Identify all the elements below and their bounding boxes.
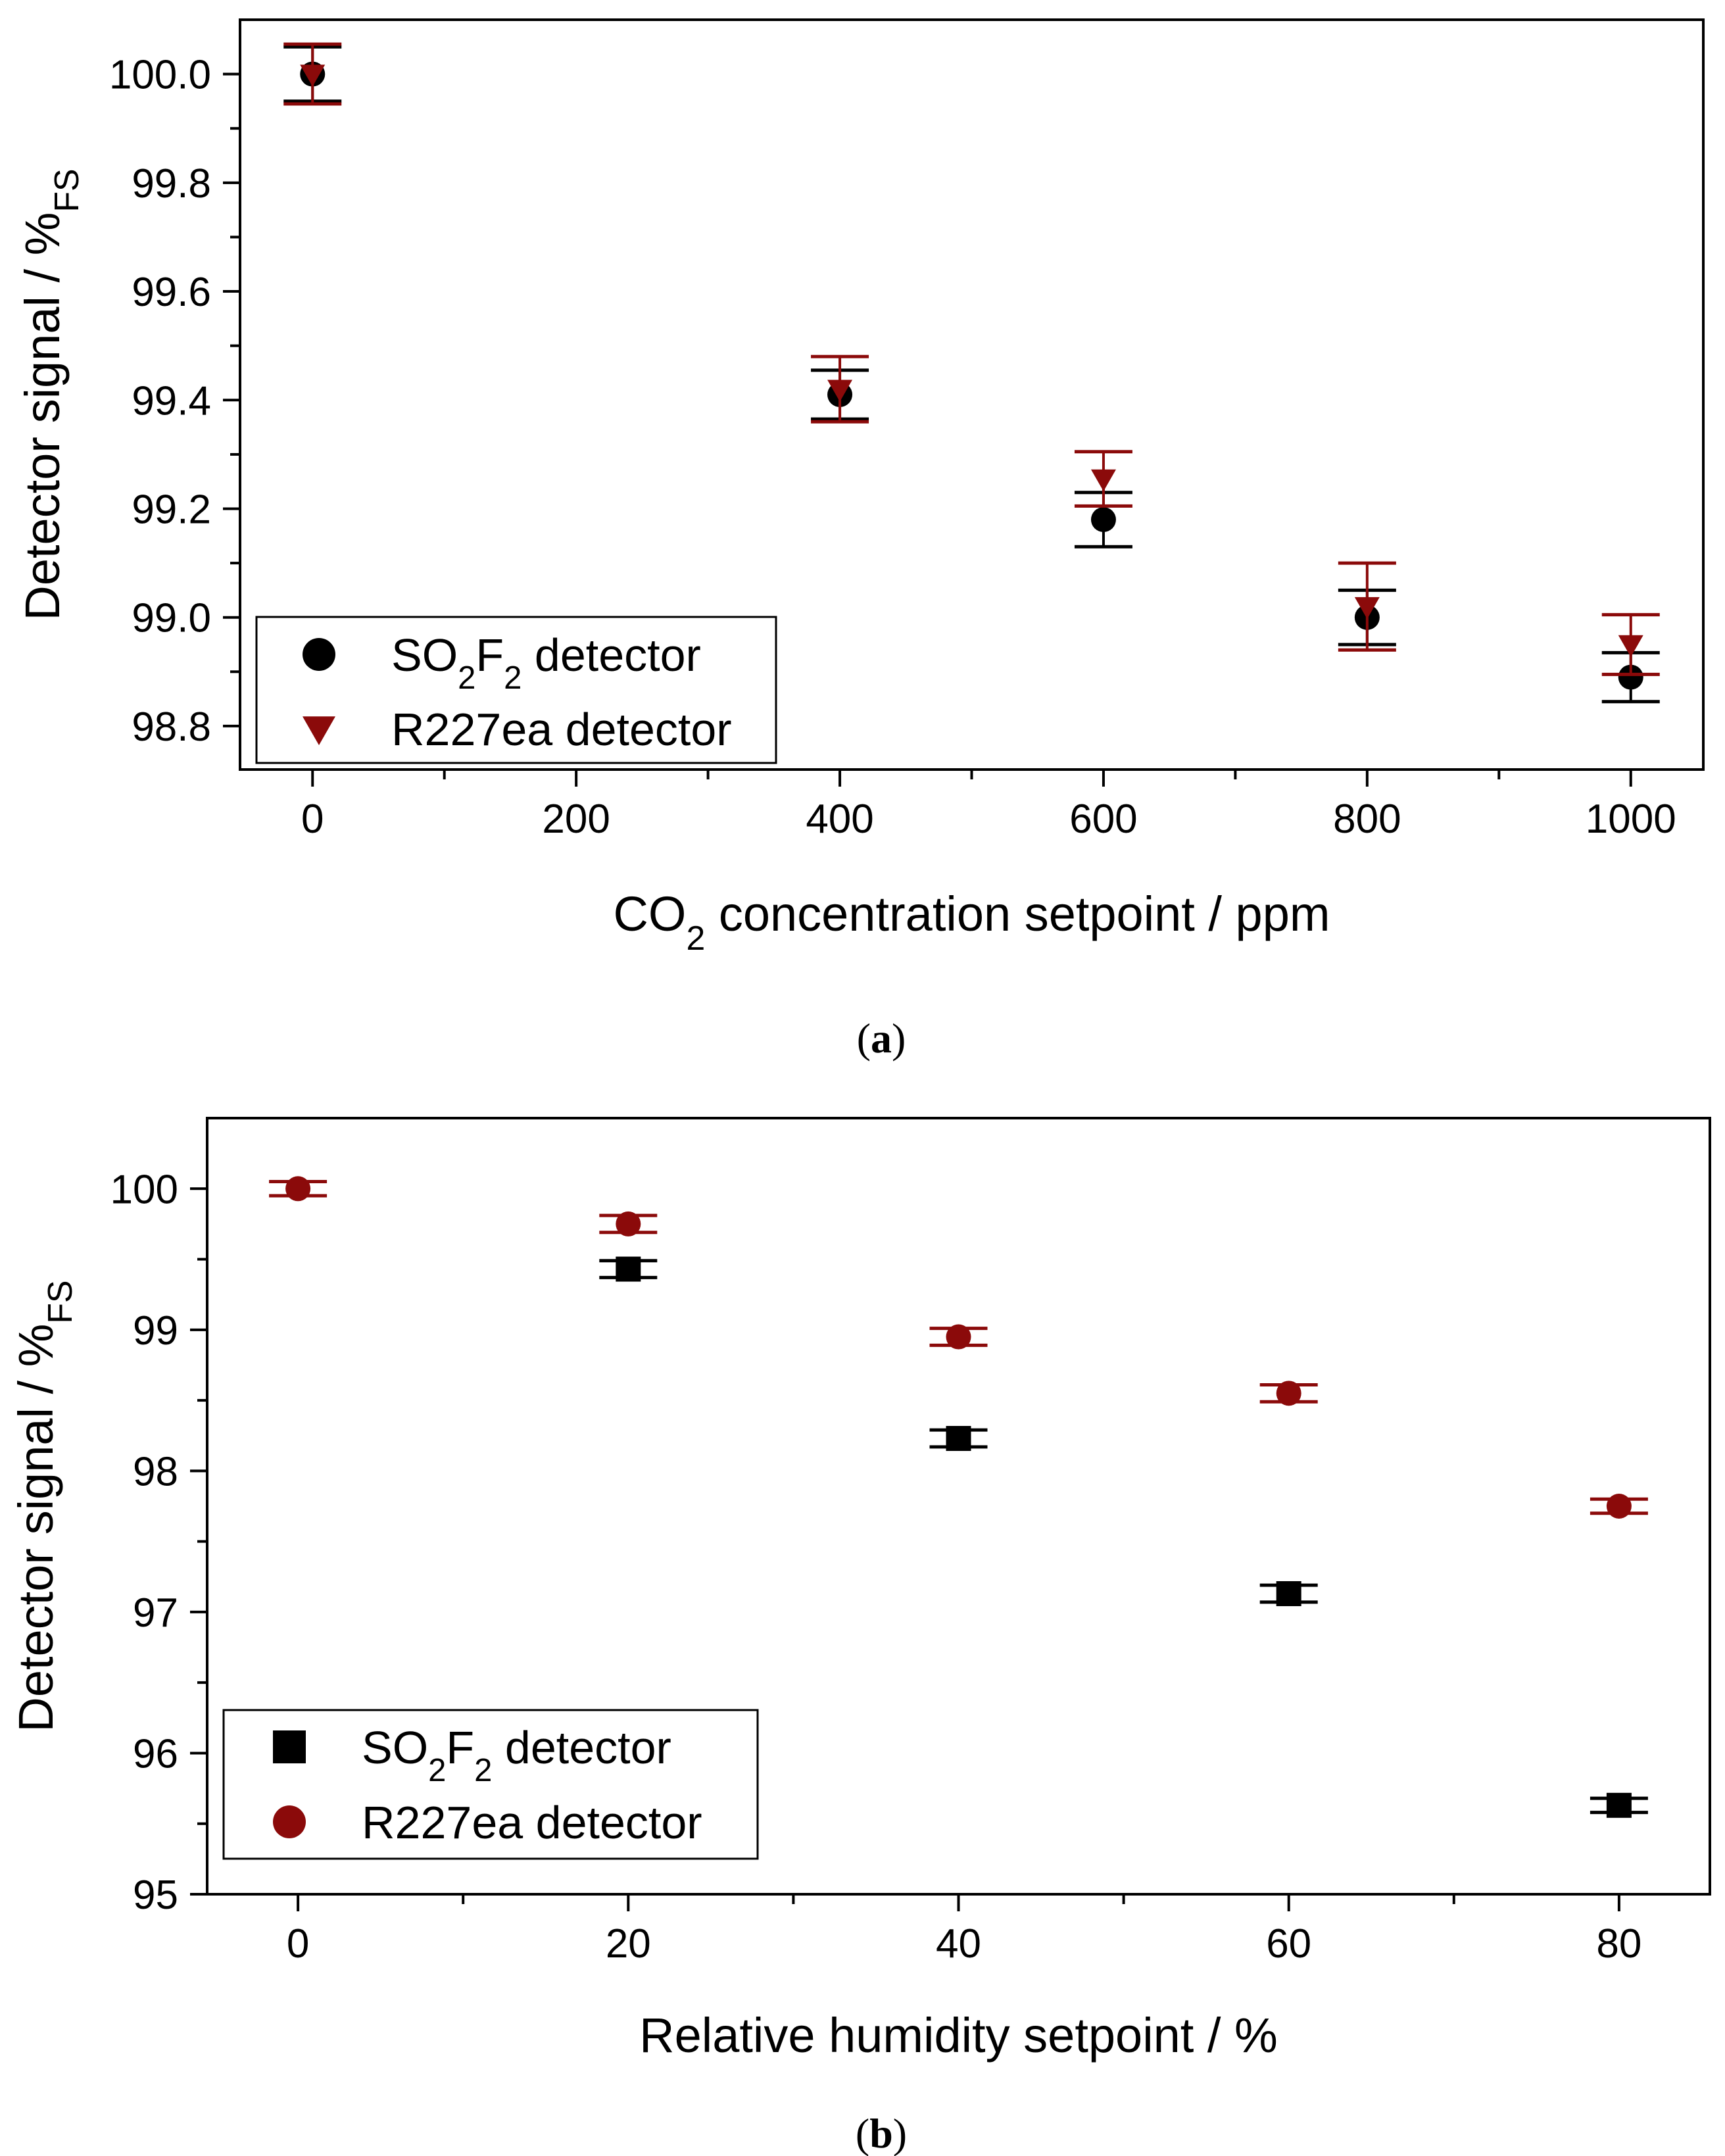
data-point [946,1426,971,1452]
legend-label-part: 2 [428,1753,446,1788]
y-axis-title: Detector signal / %FS [15,168,85,620]
data-point [1090,507,1116,532]
y-axis-title-part: Detector signal / % [9,1324,63,1732]
y-tick-label: 100 [110,1167,178,1212]
legend-label: R227ea detector [362,1797,702,1848]
series-0 [599,1256,1648,1818]
series-1 [269,1176,1648,1519]
caption-paren: ) [892,1015,906,1062]
x-axis-title-part: CO [613,887,686,941]
data-point [827,380,853,402]
x-axis-title: Relative humidity setpoint / % [639,2008,1278,2063]
data-point [616,1211,641,1237]
x-axis-title: CO2 concentration setpoint / ppm [613,887,1330,957]
y-tick-label: 99.0 [132,596,211,641]
y-tick-label: 100.0 [109,53,211,98]
y-tick-label: 99.6 [132,270,211,315]
y-axis-title-part: FS [47,168,85,212]
legend-marker [303,716,335,745]
y-tick-label: 98.8 [132,704,211,750]
x-tick-label: 60 [1266,1921,1311,1967]
data-point [1618,635,1643,657]
legend-label-part: detector [522,629,700,681]
chart-panel-a: 0 200 400 600 800 1000 98.8 99.0 99.2 99.4 99.6 99.… [15,18,1705,1062]
legend-label-part: SO [362,1722,428,1773]
caption-paren: ( [856,2110,869,2156]
caption-paren: ) [893,2110,907,2156]
y-axis-title: Detector signal / %FS [9,1280,79,1732]
y-tick-label: 95 [133,1873,178,1918]
chart-panel-b: 0 20 40 60 80 95 96 97 98 99 100 Relative humidity … [9,1117,1711,2156]
x-tick-label: 800 [1333,796,1401,842]
legend-label: R227ea detector [391,704,732,755]
y-tick-label: 99.4 [132,378,211,424]
legend-label-part: F [475,629,504,681]
data-point [1276,1381,1301,1406]
legend-label: SO2F2 detector [391,629,701,696]
legend-label-part: 2 [504,660,522,696]
panel-caption: (a) [857,1015,906,1062]
legend-label-part: R227ea detector [391,704,732,755]
data-point [300,64,326,87]
data-point [1606,1494,1632,1519]
data-point [616,1256,641,1282]
data-point [946,1324,971,1350]
legend-box [255,616,777,764]
x-tick-label: 600 [1069,796,1137,842]
legend-marker [303,638,335,671]
caption-paren: ( [857,1015,871,1062]
y-axis-title-part: Detector signal / % [15,212,70,621]
legend-label-part: 2 [458,660,475,696]
legend-marker [273,1730,306,1763]
y-tick-label: 99.2 [132,487,211,532]
x-tick-label: 0 [301,796,324,842]
x-tick-label: 0 [287,1921,309,1967]
y-tick-label: 96 [133,1731,178,1776]
x-axis-title-part: 2 [686,919,705,957]
x-tick-label: 40 [936,1921,981,1967]
legend-label-part: 2 [474,1753,492,1788]
data-point [285,1176,311,1202]
x-tick-label: 20 [606,1921,651,1967]
data-point [1090,469,1116,492]
y-tick-label: 99.8 [132,161,211,207]
legend-marker [273,1805,306,1838]
x-tick-label: 200 [542,796,610,842]
legend-label: SO2F2 detector [362,1722,671,1788]
legend-label-part: R227ea detector [362,1797,702,1848]
caption-letter: b [869,2110,893,2156]
x-axis-title-part: Relative humidity setpoint / % [639,2008,1278,2063]
legend-box [222,1709,759,1860]
y-axis-title-part: FS [41,1280,79,1323]
y-tick-label: 98 [133,1449,178,1494]
data-point [1354,597,1380,620]
data-point [1606,1792,1632,1818]
panel-caption: (b) [856,2110,907,2156]
legend-label-part: SO [391,629,458,681]
x-tick-label: 1000 [1586,796,1676,842]
legend-label-part: detector [492,1722,671,1773]
caption-letter: a [871,1015,892,1062]
y-tick-label: 99 [133,1308,178,1354]
data-point [1276,1581,1301,1607]
x-tick-label: 80 [1596,1921,1641,1967]
series-1 [283,42,1660,676]
data-point [1618,664,1643,690]
series-0 [283,45,1660,704]
x-axis-title-part: concentration setpoint / ppm [705,887,1330,941]
legend-label-part: F [446,1722,474,1773]
y-tick-label: 97 [133,1590,178,1636]
x-tick-label: 400 [806,796,873,842]
